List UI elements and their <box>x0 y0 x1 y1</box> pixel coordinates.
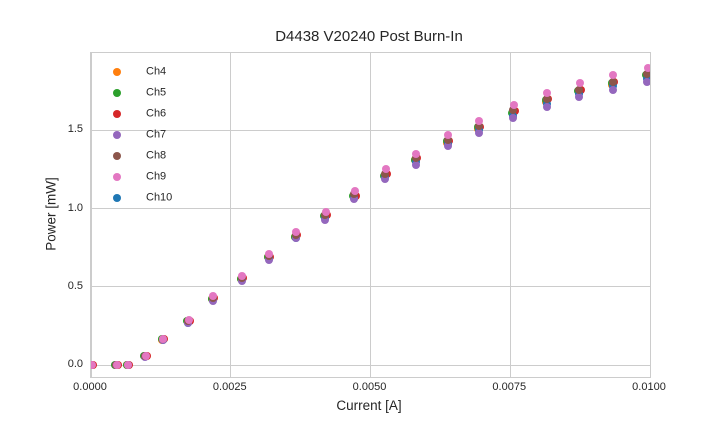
data-point-ch8 <box>608 77 617 86</box>
data-point-ch7 <box>350 195 359 204</box>
data-point-ch7 <box>542 102 551 111</box>
legend-marker-ch6 <box>113 109 121 118</box>
x-tick-label: 0.0000 <box>73 381 107 393</box>
data-point-ch9 <box>141 351 150 360</box>
x-tick-label: 0.0100 <box>632 381 666 393</box>
y-tick-label: 0.0 <box>67 358 83 371</box>
data-point-ch9 <box>575 79 584 88</box>
data-point-ch7 <box>264 256 273 265</box>
legend-label-ch5: Ch5 <box>146 86 167 98</box>
data-point-ch8 <box>474 121 483 130</box>
data-point-ch9 <box>321 207 330 216</box>
chart-title: D4438 V20240 Post Burn-In <box>275 28 463 45</box>
data-point-ch7 <box>509 113 518 122</box>
data-point-ch9 <box>643 63 650 72</box>
legend-marker-ch9 <box>113 172 121 181</box>
data-point-ch9 <box>381 165 390 174</box>
gridline-vertical <box>91 53 92 377</box>
data-point-ch7 <box>575 93 583 102</box>
legend-label-ch4: Ch4 <box>146 65 167 77</box>
data-point-ch8 <box>542 94 551 103</box>
data-point-ch9 <box>91 361 96 370</box>
data-point-ch7 <box>381 174 390 183</box>
data-point-ch9 <box>509 101 518 110</box>
gridline-vertical <box>649 53 650 377</box>
data-point-ch8 <box>443 135 452 144</box>
gridline-vertical <box>370 53 371 377</box>
data-point-ch9 <box>412 149 421 158</box>
legend-item-ch4: Ch4 <box>91 61 201 82</box>
legend-label-ch10: Ch10 <box>146 191 173 203</box>
data-point-ch9 <box>238 271 247 280</box>
gridline-vertical <box>509 53 511 377</box>
data-point-ch7 <box>321 215 330 224</box>
legend-label-ch7: Ch7 <box>146 128 167 140</box>
data-point-ch8 <box>411 154 420 163</box>
data-point-ch9 <box>159 334 168 343</box>
data-point-ch8 <box>509 105 518 114</box>
legend-item-ch9: Ch9 <box>91 166 201 187</box>
data-point-ch9 <box>609 71 618 80</box>
legend-label-ch8: Ch8 <box>146 149 167 161</box>
x-tick-label: 0.0075 <box>492 381 527 393</box>
legend-label-ch9: Ch9 <box>146 170 167 182</box>
data-point-ch9 <box>475 116 484 125</box>
data-point-ch8 <box>381 170 390 179</box>
data-point-ch7 <box>474 129 483 138</box>
legend-item-ch6: Ch6 <box>91 103 201 124</box>
y-axis-label: Power [mW] <box>43 177 59 251</box>
data-point-ch9 <box>444 130 453 139</box>
data-point-ch7 <box>608 85 617 94</box>
data-point-ch8 <box>575 85 583 94</box>
legend-item-ch5: Ch5 <box>91 82 201 103</box>
data-point-ch8 <box>643 69 650 78</box>
data-point-ch9 <box>112 361 121 370</box>
legend-item-ch7: Ch7 <box>91 124 201 145</box>
x-tick-label: 0.0050 <box>352 381 387 393</box>
plot-area: Ch4 Ch5 Ch6 Ch7 Ch8 Ch9 Ch10 <box>90 52 651 378</box>
y-tick-label: 1.0 <box>67 201 83 214</box>
data-point-ch7 <box>443 141 452 150</box>
data-point-ch9 <box>209 292 218 301</box>
legend-item-ch8: Ch8 <box>91 145 201 166</box>
data-point-ch9 <box>265 250 274 258</box>
data-point-ch9 <box>292 228 301 237</box>
legend-marker-ch8 <box>113 151 121 160</box>
x-axis-label: Current [A] <box>336 398 402 413</box>
data-point-ch7 <box>411 160 420 169</box>
data-point-ch7 <box>643 77 650 86</box>
data-point-ch9 <box>543 88 552 97</box>
y-tick-label: 0.5 <box>67 279 83 292</box>
legend-label-ch6: Ch6 <box>146 107 167 119</box>
data-point-ch9 <box>184 315 193 324</box>
gridline-vertical <box>230 53 232 377</box>
x-tick-label: 0.0025 <box>212 381 247 393</box>
legend-marker-ch4 <box>113 67 121 76</box>
legend-marker-ch5 <box>113 88 121 97</box>
legend-item-ch10: Ch10 <box>91 187 201 208</box>
data-point-ch9 <box>124 361 133 370</box>
legend-marker-ch7 <box>113 130 121 139</box>
legend-marker-ch10 <box>113 193 121 202</box>
data-point-ch9 <box>350 187 359 196</box>
y-tick-label: 1.5 <box>67 123 83 136</box>
